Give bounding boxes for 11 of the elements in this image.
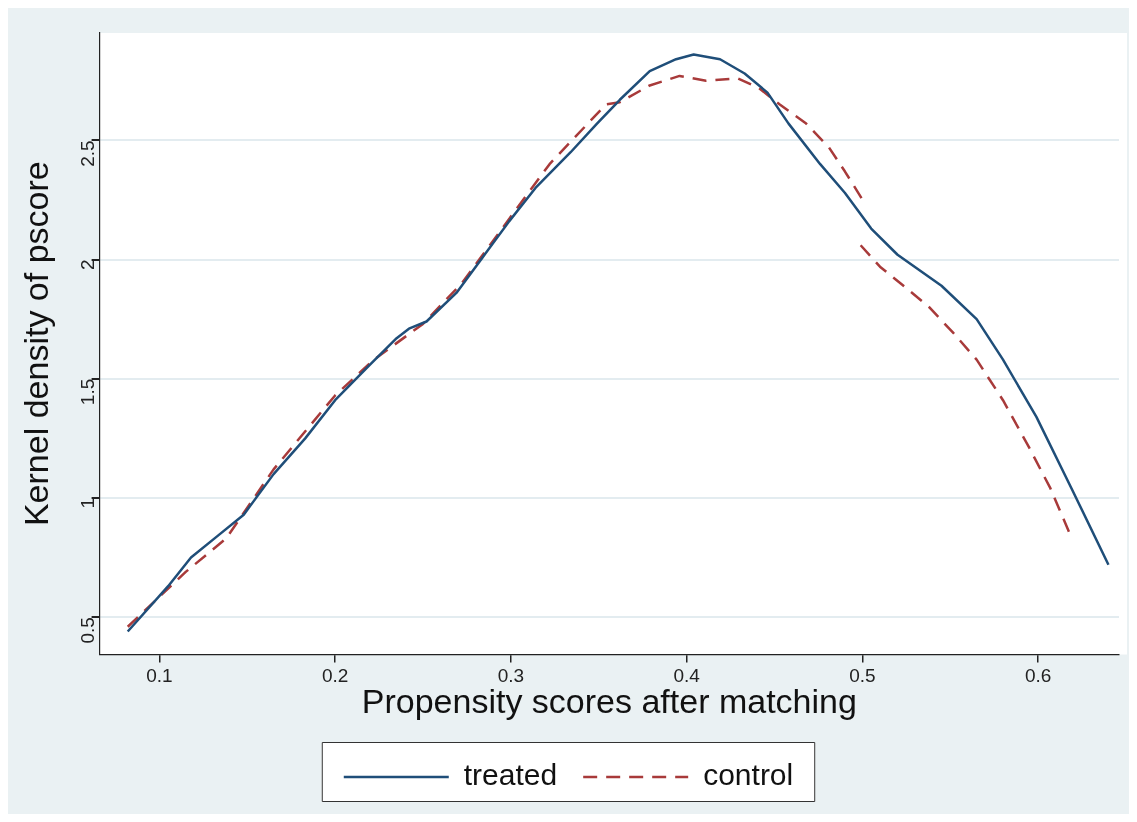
y-tick-label: 1.5 [76,378,98,406]
y-tick-label: 1 [76,497,98,509]
x-tick-label: 0.1 [146,665,173,687]
y-axis-title: Kernel density of pscore [16,161,55,527]
y-tick-label: 2 [76,259,98,271]
x-tick-label: 0.2 [321,665,349,687]
y-tick-label: 0.5 [76,617,98,644]
x-tick-label: 0.6 [1024,665,1052,687]
legend-label: treated [463,758,558,792]
legend-label: control [703,758,794,792]
y-tick-label: 2.5 [76,140,98,167]
